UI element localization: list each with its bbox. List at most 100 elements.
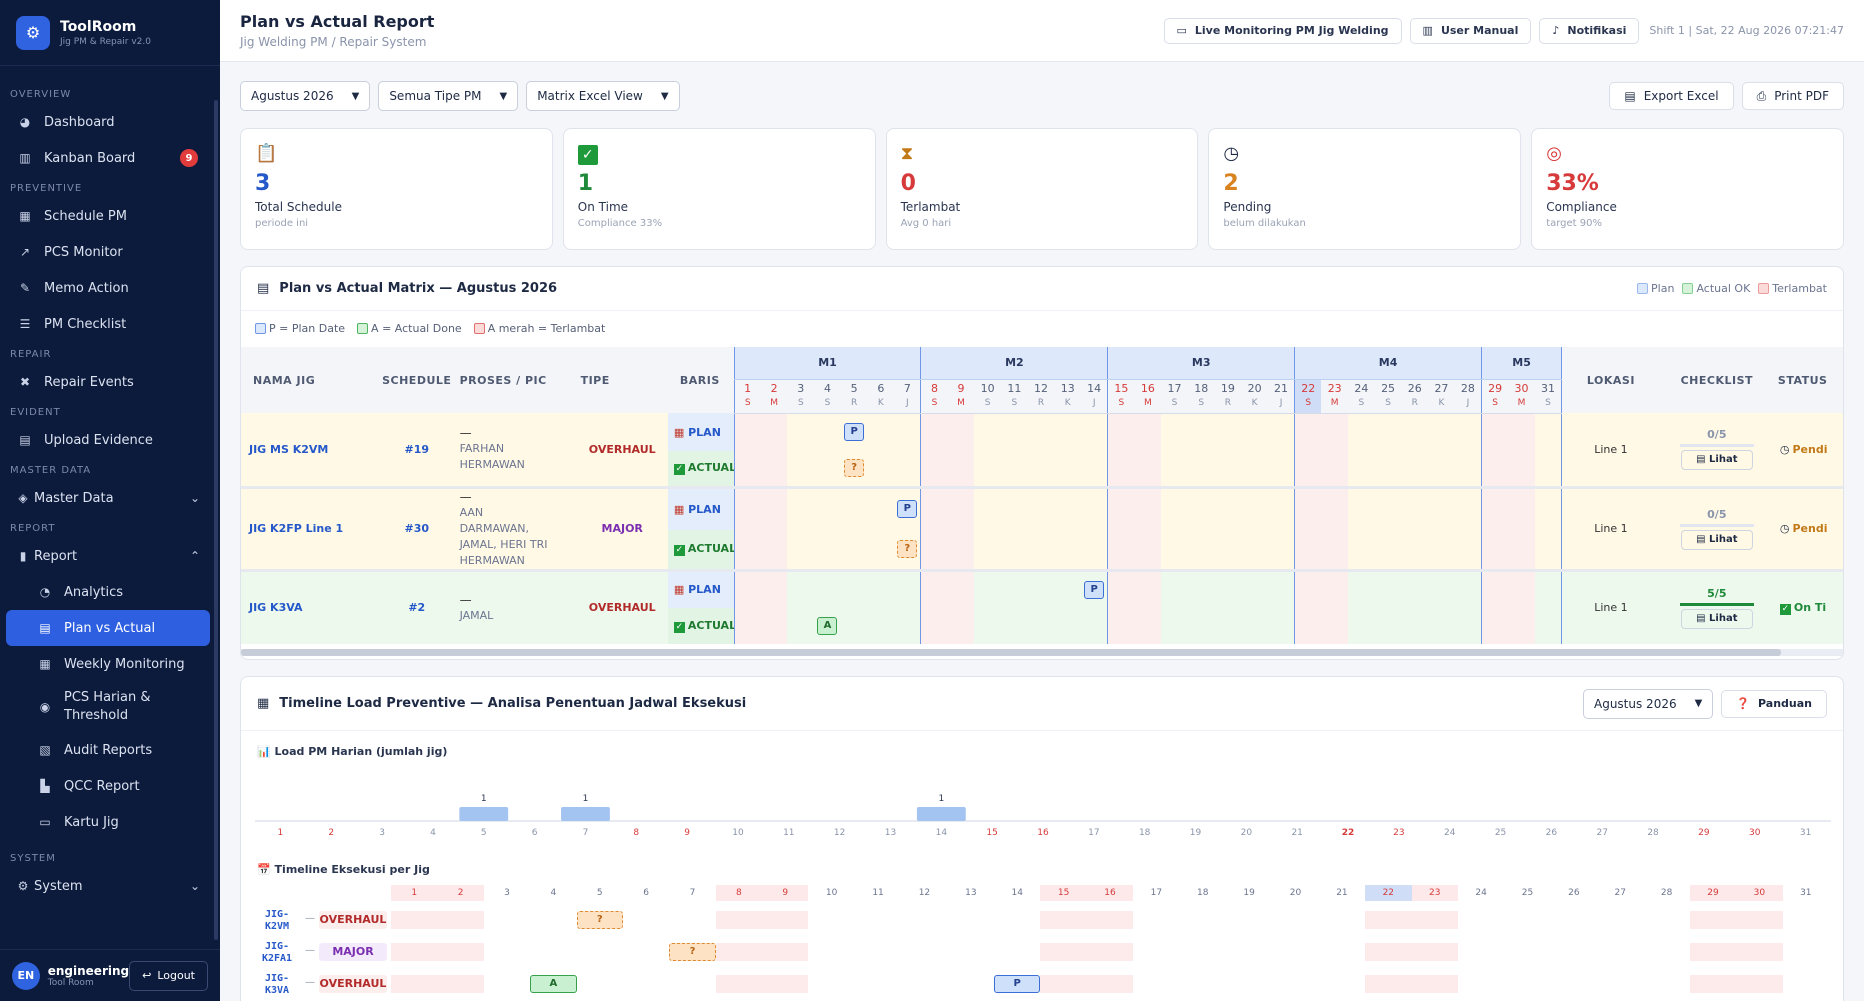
plan-cell[interactable] [1081, 485, 1108, 530]
plan-cell[interactable] [1508, 485, 1535, 530]
actual-cell[interactable] [1401, 529, 1429, 570]
actual-cell[interactable] [733, 608, 761, 644]
jig-name[interactable]: JIG K2FP Line 1 [241, 485, 378, 570]
plan-cell[interactable] [947, 485, 975, 530]
plan-marker[interactable]: P [897, 500, 918, 519]
plan-cell[interactable] [920, 568, 948, 608]
view-select[interactable]: Matrix Excel View ▼ [526, 81, 680, 111]
plan-cell[interactable] [1027, 485, 1055, 530]
plan-cell[interactable]: P [840, 413, 868, 451]
actual-cell[interactable] [1081, 608, 1108, 644]
actual-cell[interactable] [733, 529, 761, 570]
print-pdf-button[interactable]: ⎙ Print PDF [1741, 82, 1844, 110]
actual-cell[interactable] [1054, 529, 1082, 570]
plan-cell[interactable] [1187, 568, 1215, 608]
plan-cell[interactable]: P [1081, 568, 1108, 608]
actual-cell[interactable] [1321, 529, 1349, 570]
plan-cell[interactable] [760, 413, 788, 451]
plan-cell[interactable] [1054, 568, 1082, 608]
plan-cell[interactable] [1481, 485, 1509, 530]
actual-cell[interactable] [1241, 451, 1268, 487]
actual-cell[interactable] [1267, 451, 1295, 487]
actual-cell[interactable] [1107, 529, 1135, 570]
plan-cell[interactable] [733, 413, 761, 451]
actual-cell[interactable] [1134, 451, 1162, 487]
plan-cell[interactable] [1534, 568, 1563, 608]
plan-cell[interactable] [920, 413, 948, 451]
lihat-button[interactable]: ▤ Lihat [1680, 608, 1753, 629]
actual-cell[interactable] [760, 608, 788, 644]
actual-cell[interactable] [1134, 529, 1162, 570]
actual-cell[interactable] [814, 529, 841, 570]
plan-cell[interactable] [867, 413, 895, 451]
actual-cell[interactable] [1534, 608, 1563, 644]
plan-cell[interactable] [787, 413, 815, 451]
plan-cell[interactable] [1081, 413, 1108, 451]
matrix-h-scrollbar[interactable] [241, 649, 1843, 656]
actual-marker[interactable]: A [817, 617, 838, 635]
actual-cell[interactable] [1054, 451, 1082, 487]
type-select[interactable]: Semua Tipe PM ▼ [378, 81, 519, 111]
sidebar-scrollbar[interactable] [214, 100, 218, 940]
actual-cell[interactable] [1428, 608, 1455, 644]
actual-cell[interactable] [894, 608, 921, 644]
actual-cell[interactable] [1161, 529, 1188, 570]
plan-cell[interactable] [1161, 413, 1188, 451]
actual-cell[interactable] [1534, 529, 1563, 570]
timeline-marker[interactable]: A [530, 975, 577, 993]
actual-cell[interactable] [1348, 529, 1375, 570]
plan-marker[interactable]: P [844, 423, 865, 442]
plan-cell[interactable] [1401, 413, 1429, 451]
plan-cell[interactable] [947, 413, 975, 451]
actual-cell[interactable] [1481, 529, 1509, 570]
actual-cell[interactable] [947, 608, 975, 644]
actual-cell[interactable] [920, 529, 948, 570]
plan-cell[interactable] [1348, 413, 1375, 451]
actual-cell[interactable] [1027, 451, 1055, 487]
timeline-jig-name[interactable]: JIG- K2FA1 [259, 941, 295, 965]
actual-cell[interactable] [974, 451, 1001, 487]
actual-cell[interactable] [1081, 451, 1108, 487]
sidebar-item-kartu[interactable]: ▭ Kartu Jig [0, 804, 220, 840]
plan-cell[interactable] [1454, 568, 1482, 608]
plan-cell[interactable] [1534, 485, 1563, 530]
actual-cell[interactable] [814, 451, 841, 487]
actual-cell[interactable] [1241, 608, 1268, 644]
actual-cell[interactable] [1214, 451, 1242, 487]
actual-cell[interactable] [1508, 529, 1535, 570]
jig-name[interactable]: JIG MS K2VM [241, 413, 378, 487]
actual-cell[interactable] [1267, 608, 1295, 644]
timeline-marker[interactable]: P [994, 975, 1041, 993]
actual-cell[interactable] [1454, 451, 1482, 487]
sidebar-item-schedule[interactable]: ▦ Schedule PM [0, 198, 220, 234]
timeline-jig-name[interactable]: JIG- K2VM [259, 909, 295, 933]
plan-cell[interactable] [1027, 413, 1055, 451]
plan-cell[interactable] [1401, 485, 1429, 530]
plan-cell[interactable] [920, 485, 948, 530]
actual-cell[interactable] [1027, 608, 1055, 644]
actual-cell[interactable] [787, 529, 815, 570]
plan-cell[interactable] [1001, 568, 1028, 608]
actual-cell[interactable] [1348, 608, 1375, 644]
plan-cell[interactable] [840, 485, 868, 530]
actual-cell[interactable] [1001, 608, 1028, 644]
plan-cell[interactable] [840, 568, 868, 608]
plan-cell[interactable] [1348, 485, 1375, 530]
actual-cell[interactable] [840, 608, 868, 644]
logout-button[interactable]: ↩ Logout [129, 960, 208, 991]
actual-cell[interactable] [1241, 529, 1268, 570]
plan-cell[interactable] [1428, 485, 1455, 530]
plan-cell[interactable] [1187, 413, 1215, 451]
actual-cell[interactable] [1081, 529, 1108, 570]
notification-button[interactable]: ♪ Notifikasi [1539, 17, 1640, 44]
sidebar-item-report[interactable]: ▮ Report ⌃ [0, 538, 220, 574]
plan-cell[interactable] [1374, 413, 1402, 451]
plan-cell[interactable] [733, 568, 761, 608]
actual-cell[interactable] [1454, 608, 1482, 644]
actual-cell[interactable] [1374, 451, 1402, 487]
plan-cell[interactable] [1267, 568, 1295, 608]
sidebar-item-kanban[interactable]: ▥ Kanban Board 9 [0, 140, 220, 176]
plan-cell[interactable] [1241, 485, 1268, 530]
actual-cell[interactable] [1027, 529, 1055, 570]
plan-cell[interactable] [974, 485, 1001, 530]
